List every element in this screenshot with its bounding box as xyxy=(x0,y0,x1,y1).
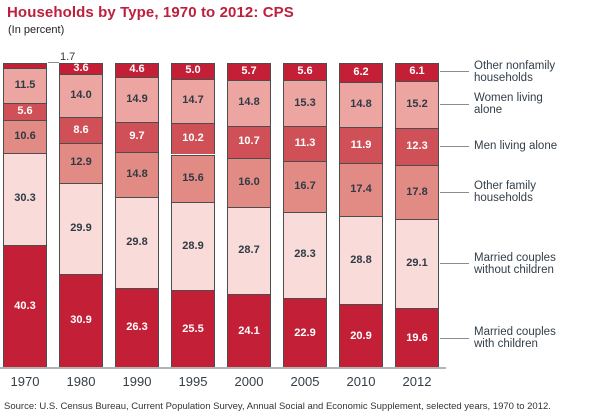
legend-label: Married couples with children xyxy=(474,326,556,351)
bar-segment xyxy=(115,122,159,152)
legend-label: Other family households xyxy=(474,180,536,205)
bar-segment xyxy=(115,62,159,77)
legend-leader-line xyxy=(440,145,469,147)
legend-label: Other nonfamily households xyxy=(474,59,556,84)
bar-segment xyxy=(59,63,103,75)
x-axis-label: 1970 xyxy=(10,374,40,389)
callout-value: 1.7 xyxy=(60,51,76,63)
legend-leader-line xyxy=(440,103,469,105)
x-axis-label: 2000 xyxy=(234,374,264,389)
x-axis-label: 1990 xyxy=(122,374,152,389)
legend-label: Married couples without children xyxy=(474,251,556,276)
bar-segment xyxy=(227,80,271,126)
bar-segment xyxy=(171,123,215,155)
bar-segment xyxy=(115,151,159,197)
legend-label: Women living alone xyxy=(474,92,543,117)
bar-segment xyxy=(283,211,327,299)
x-axis-label: 2005 xyxy=(290,374,320,389)
bar-segment xyxy=(3,120,47,153)
x-axis-label: 1980 xyxy=(66,374,96,389)
bar-segment xyxy=(395,165,439,220)
x-axis-line xyxy=(0,367,446,369)
legend-leader-line xyxy=(440,191,469,193)
bar-segment xyxy=(59,143,103,183)
bar-segment xyxy=(283,160,327,212)
x-axis-label: 2010 xyxy=(346,374,376,389)
bar-segment xyxy=(395,308,439,368)
bar-segment xyxy=(171,154,215,203)
bar-segment xyxy=(395,81,439,128)
bar-segment xyxy=(3,68,47,104)
bar-segment xyxy=(171,290,215,368)
source-note: Source: U.S. Census Bureau, Current Popu… xyxy=(4,401,551,412)
bar-segment xyxy=(339,304,383,368)
callout-leader-line xyxy=(48,62,59,63)
bar-segment xyxy=(59,182,103,274)
bar-segment xyxy=(283,79,327,127)
bar-segment xyxy=(3,103,47,121)
bar-segment xyxy=(3,152,47,246)
bar-segment xyxy=(395,62,439,82)
bar-segment xyxy=(339,127,383,164)
bar-segment xyxy=(171,78,215,124)
bar-segment xyxy=(395,219,439,309)
bar-segment xyxy=(227,294,271,368)
legend-leader-line xyxy=(440,263,469,265)
chart-subtitle: (In percent) xyxy=(8,24,65,36)
bar-segment xyxy=(227,158,271,207)
bar-segment xyxy=(3,63,47,69)
bar-segment xyxy=(339,216,383,305)
legend-leader-line xyxy=(440,337,469,339)
bar-segment xyxy=(171,202,215,291)
x-axis-label: 2012 xyxy=(402,374,432,389)
bar-segment xyxy=(227,125,271,159)
x-axis-label: 1995 xyxy=(178,374,208,389)
bar-segment xyxy=(395,127,439,166)
bar-segment xyxy=(115,76,159,123)
bar-segment xyxy=(115,196,159,288)
bar-segment xyxy=(339,81,383,128)
bar-segment xyxy=(3,245,47,368)
bar-segment xyxy=(339,63,383,82)
chart-title: Households by Type, 1970 to 2012: CPS xyxy=(7,4,294,21)
legend-label: Men living alone xyxy=(474,140,558,153)
bar-segment xyxy=(59,116,103,144)
bar-segment xyxy=(59,273,103,368)
legend-leader-line xyxy=(440,71,469,73)
bar-segment xyxy=(115,287,159,368)
bar-segment xyxy=(283,298,327,368)
bar-segment xyxy=(171,63,215,79)
bar-segment xyxy=(59,74,103,117)
bar-segment xyxy=(227,63,271,81)
bar-segment xyxy=(283,126,327,161)
bar-segment xyxy=(339,163,383,217)
bar-segment xyxy=(283,62,327,80)
bar-segment xyxy=(227,206,271,295)
